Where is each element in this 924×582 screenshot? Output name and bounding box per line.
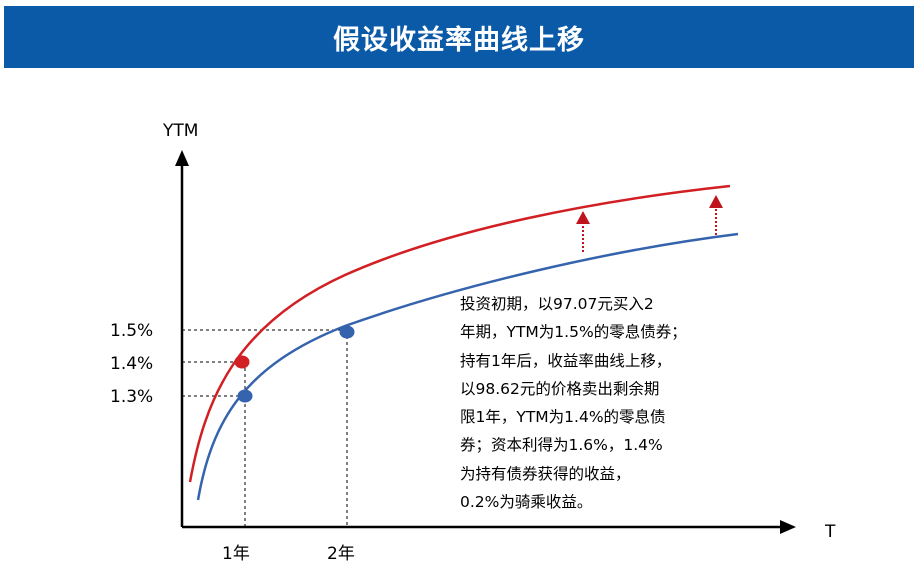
note-line: 投资初期，以97.07元买入2 (460, 295, 654, 313)
upper-yield-curve (188, 184, 731, 483)
page-title: 假设收益率曲线上移 (333, 24, 585, 56)
note-line: 持有1年后，收益率曲线上移， (460, 351, 672, 370)
x-axis-label: T (824, 522, 836, 542)
point-2y-lower (339, 325, 355, 339)
header-bar: 假设收益率曲线上移 (4, 6, 914, 68)
x-tick-label: 2年 (327, 544, 355, 564)
y-tick-label: 1.4% (110, 354, 153, 374)
y-axis-arrow-icon (175, 150, 189, 166)
shift-arrow (709, 195, 723, 235)
note-line: 券；资本利得为1.6%，1.4% (460, 436, 663, 455)
guide-lines (182, 329, 348, 527)
y-axis-label: YTM (162, 121, 198, 141)
point-1y-upper (234, 355, 250, 369)
y-tick-label: 1.5% (110, 321, 153, 341)
note-line: 0.2%为骑乘收益。 (460, 493, 593, 512)
lower-yield-curve (196, 232, 739, 501)
x-tick-label: 1年 (222, 544, 250, 564)
shift-arrow (576, 211, 590, 252)
y-tick-label: 1.3% (110, 387, 153, 407)
explanation-note: 投资初期，以97.07元买入2 年期，YTM为1.5%的零息债券； 持有1年后，… (460, 290, 795, 516)
note-line: 以98.62元的价格卖出剩余期 (460, 379, 660, 398)
note-line: 为持有债券获得的收益， (460, 464, 631, 483)
note-line: 年期，YTM为1.5%的零息债券； (460, 323, 687, 342)
point-1y-lower (237, 389, 253, 403)
up-arrow-icon (576, 211, 590, 224)
note-line: 限1年，YTM为1.4%的零息债 (460, 408, 666, 427)
up-arrow-icon (709, 195, 723, 208)
x-axis-arrow-icon (780, 520, 796, 534)
